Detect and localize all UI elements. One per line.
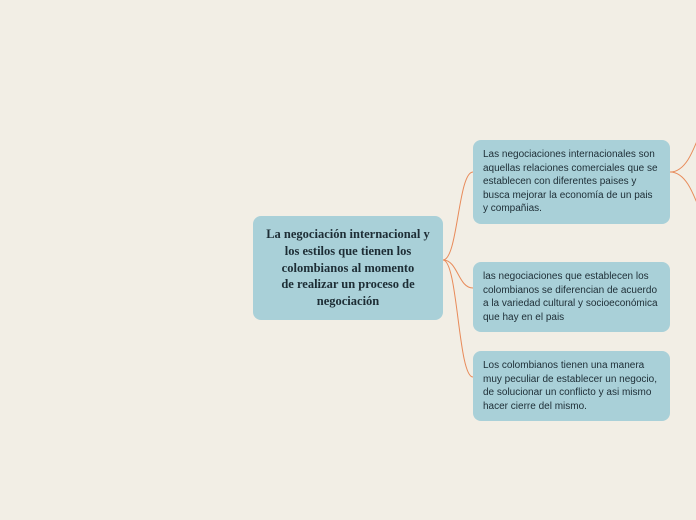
root-node[interactable]: La negociación internacional y los estil… xyxy=(253,216,443,320)
child-node-text: Los colombianos tienen una manera muy pe… xyxy=(483,360,660,412)
child-node-text: Las negociaciones internacionales son aq… xyxy=(483,149,660,214)
child-node-0[interactable]: Las negociaciones internacionales son aq… xyxy=(473,140,670,224)
root-title-line2: de realizar un proceso de negociación xyxy=(263,276,433,310)
child-node-1[interactable]: las negociaciones que establecen los col… xyxy=(473,262,670,332)
child-node-text: las negociaciones que establecen los col… xyxy=(483,271,660,323)
root-title-line1: La negociación internacional y los estil… xyxy=(263,226,433,277)
child-node-2[interactable]: Los colombianos tienen una manera muy pe… xyxy=(473,351,670,421)
